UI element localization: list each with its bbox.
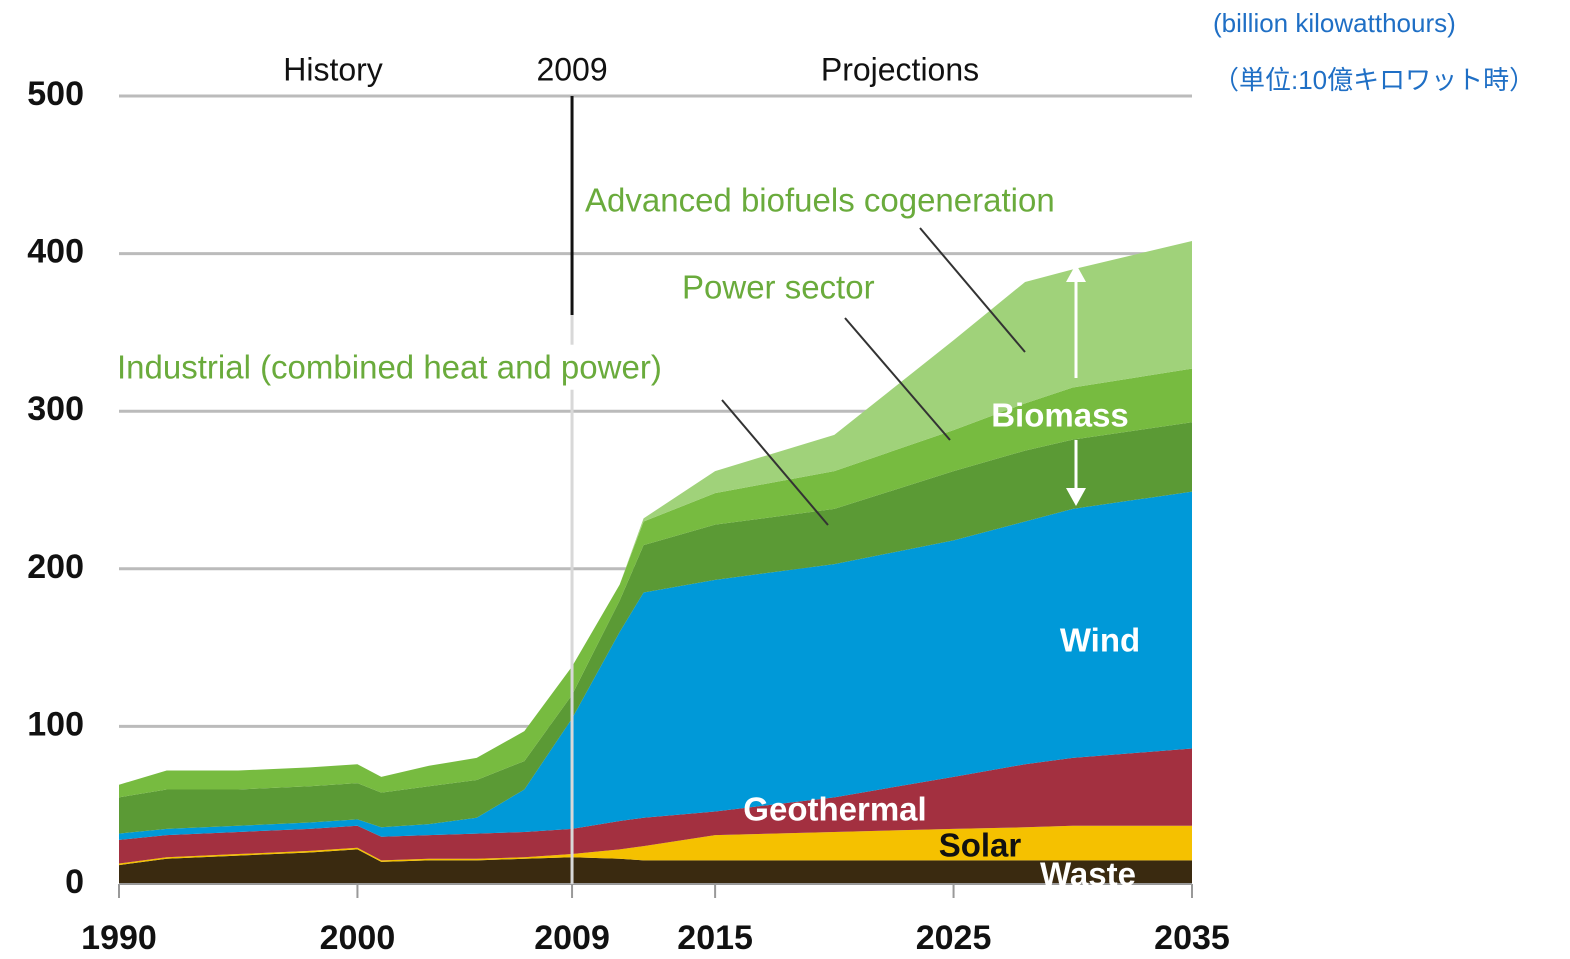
y-tick-label: 100	[27, 705, 84, 743]
y-tick-label: 200	[27, 548, 84, 586]
leader-line	[844, 317, 951, 441]
arrow-head	[1066, 264, 1086, 282]
overlay	[118, 96, 1193, 898]
area	[119, 491, 1192, 840]
area	[119, 422, 1192, 834]
area	[119, 240, 1192, 785]
y-tick-label: 300	[27, 390, 84, 428]
divider-label: 2009	[536, 51, 607, 87]
series-label: Industrial (combined heat and power)	[117, 349, 662, 386]
arrow-head	[1066, 488, 1086, 506]
x-tick-label: 2025	[916, 919, 992, 957]
area	[119, 748, 1192, 864]
y-tick-label: 500	[27, 75, 84, 113]
series-label: Wind	[1060, 622, 1140, 659]
areas	[119, 240, 1192, 884]
unit-label: （単位:10億キロワット時）	[1213, 65, 1535, 95]
series-label: Advanced biofuels cogeneration	[585, 182, 1055, 219]
x-tick-label: 2009	[534, 919, 610, 957]
x-tick-label: 2035	[1154, 919, 1230, 957]
series-label: Power sector	[682, 269, 875, 306]
x-tick-label: 2015	[677, 919, 753, 957]
area	[119, 368, 1192, 798]
period-label: Projections	[821, 51, 979, 87]
y-tick-label: 400	[27, 233, 84, 271]
x-tick-label: 2000	[320, 919, 396, 957]
x-tick-label: 1990	[81, 919, 157, 957]
leader-line	[919, 227, 1026, 353]
leader-line	[721, 399, 829, 526]
label-background	[113, 344, 666, 390]
period-label: History	[283, 51, 383, 87]
unit-label: (billion kilowatthours)	[1213, 8, 1456, 38]
series-label: Geothermal	[743, 791, 926, 828]
area	[119, 825, 1192, 866]
group-label: Biomass	[991, 397, 1129, 434]
area	[119, 849, 1192, 884]
series-label: Solar	[939, 827, 1022, 864]
y-tick-label: 0	[65, 863, 84, 901]
series-label: Waste	[1040, 856, 1136, 893]
